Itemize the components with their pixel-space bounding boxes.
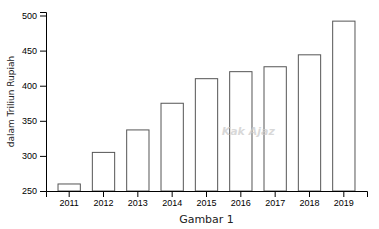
- x-tick-mark: [172, 191, 173, 197]
- y-tick-mark: [40, 156, 46, 157]
- bar: [92, 152, 114, 191]
- x-tick: 2011: [59, 191, 78, 208]
- y-tick: 250: [22, 186, 46, 196]
- annotations: Kak Ajaz: [222, 125, 276, 138]
- y-tick-mark: [40, 121, 46, 122]
- bar: [58, 184, 80, 191]
- y-tick-label: 250: [22, 186, 37, 196]
- x-tick-mark: [206, 191, 207, 197]
- chart: Kak Ajaz 2011 2012 2013 2014 2015 2016 2017 2018…: [0, 0, 379, 229]
- y-tick-mark: [40, 51, 46, 52]
- bars: [58, 21, 355, 191]
- bar: [195, 79, 217, 191]
- x-tick: 2015: [196, 191, 216, 208]
- x-axis-title: Gambar 1: [179, 213, 234, 226]
- x-tick: 2014: [162, 191, 182, 208]
- x-tick-mark: [240, 191, 241, 197]
- x-tick-label: 2016: [231, 198, 251, 208]
- y-tick-label: 350: [22, 116, 37, 126]
- y-axis-line: [40, 13, 47, 192]
- y-tick: 400: [22, 81, 46, 91]
- x-axis-line: [47, 192, 368, 198]
- x-tick-mark: [137, 191, 138, 197]
- y-tick-label: 300: [22, 151, 37, 161]
- y-tick-label: 450: [22, 46, 37, 56]
- y-axis-title: dalam Triliun Rupiah: [6, 56, 16, 148]
- y-tick-mark: [40, 16, 46, 17]
- x-tick-label: 2017: [265, 198, 285, 208]
- plot: Kak Ajaz 2011 2012 2013 2014 2015 2016 2017 2018…: [22, 11, 368, 209]
- x-tick-label: 2019: [334, 198, 354, 208]
- watermark: Kak Ajaz: [222, 125, 276, 138]
- x-tick: 2018: [299, 191, 319, 208]
- x-tick-mark: [309, 191, 310, 197]
- x-tick-mark: [343, 191, 344, 197]
- y-tick-mark: [40, 86, 46, 87]
- x-tick-label: 2014: [162, 198, 182, 208]
- x-tick: 2012: [93, 191, 113, 208]
- y-tick-label: 500: [22, 11, 37, 21]
- y-tick: 300: [22, 151, 46, 161]
- x-tick-label: 2012: [93, 198, 113, 208]
- x-tick: 2019: [334, 191, 354, 208]
- x-tick-label: 2018: [299, 198, 319, 208]
- x-tick-mark: [103, 191, 104, 197]
- y-tick: 350: [22, 116, 46, 126]
- x-tick-label: 2015: [196, 198, 216, 208]
- y-tick-label: 400: [22, 81, 37, 91]
- x-tick-label: 2011: [59, 198, 78, 208]
- x-tick: 2013: [128, 191, 148, 208]
- bar: [333, 21, 355, 191]
- x-axis: 2011 2012 2013 2014 2015 2016 2017 2018 2019: [47, 191, 368, 208]
- y-tick-mark: [40, 191, 46, 192]
- bar: [127, 130, 149, 191]
- x-tick-mark: [275, 191, 276, 197]
- y-tick: 450: [22, 46, 46, 56]
- bar: [161, 103, 183, 191]
- x-tick: 2017: [265, 191, 285, 208]
- bar: [298, 55, 320, 191]
- y-tick: 500: [22, 11, 46, 21]
- y-axis: 250 300 350 400 450 500: [22, 11, 47, 196]
- x-tick-label: 2013: [128, 198, 148, 208]
- x-tick-mark: [69, 191, 70, 197]
- x-tick: 2016: [231, 191, 251, 208]
